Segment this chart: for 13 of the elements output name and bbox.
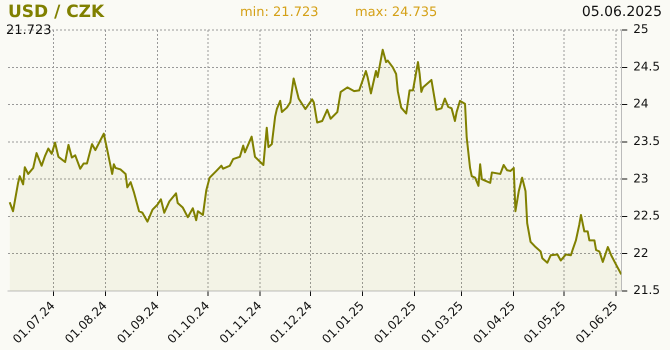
text: 05.06.2025	[582, 4, 662, 20]
y-tick-label: 21.5	[633, 283, 660, 298]
text: min: 21.723	[240, 5, 319, 20]
y-tick-label: 23	[633, 171, 649, 186]
annotation: 21.723	[6, 23, 52, 38]
y-tick-label: 24.5	[633, 59, 660, 74]
y-tick-label: 25	[633, 22, 649, 36]
chart-title: USD / CZK	[8, 2, 104, 22]
text: max: 24.735	[355, 5, 438, 20]
y-tick-label: 22	[633, 246, 649, 260]
y-tick-label: 23.5	[633, 134, 660, 148]
y-tick-label: 22.5	[633, 208, 660, 223]
y-tick-label: 24	[633, 96, 649, 111]
